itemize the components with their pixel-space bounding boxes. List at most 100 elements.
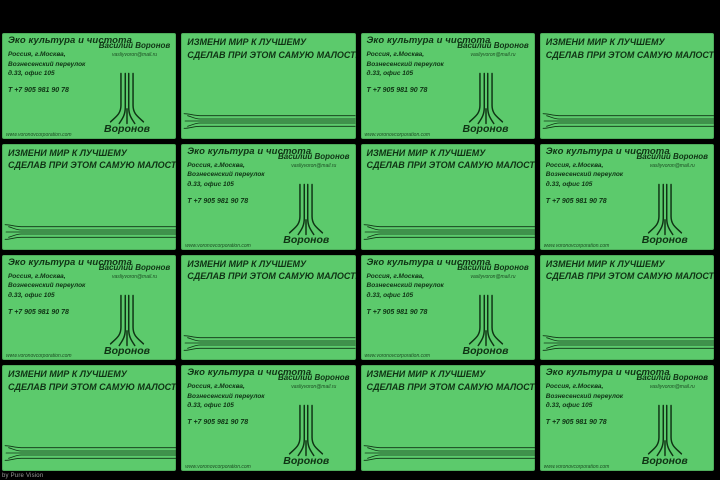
watermark: by Pure Vision — [2, 473, 44, 479]
address-line-2: Вознесенский переулок — [8, 282, 86, 289]
voronov-stripes-logo-icon — [363, 445, 535, 462]
logo-wordmark: Воронов — [104, 344, 150, 357]
address-line-3: д.33, офис 105 — [8, 70, 55, 77]
contact-block: Василий Воронов vasliyvoron@mail.ru — [99, 263, 171, 280]
voronov-stripes-logo-icon — [4, 445, 177, 462]
card-back: ИЗМЕНИ МИР К ЛУЧШЕМУ СДЕЛАВ ПРИ ЭТОМ САМ… — [360, 143, 535, 250]
contact-block: Василий Воронов vasliyvoron@mail.ru — [457, 263, 529, 280]
address-block: Россия, г.Москва, Вознесенский переулок … — [187, 382, 264, 411]
website-url: www.voronovcorporation.com — [543, 464, 610, 470]
website-url: www.voronovcorporation.com — [6, 353, 72, 360]
website-url: www.voronovcorporation.com — [6, 131, 72, 138]
address-line-3: д.33, офис 105 — [545, 180, 593, 188]
slogan-line-2: СДЕЛАВ ПРИ ЭТОМ САМУЮ МАЛОСТЬ — [187, 271, 356, 281]
address-line-2: Вознесенский переулок — [187, 171, 265, 179]
voronov-tree-logo-icon — [108, 294, 146, 347]
contact-email: vasliyvoron@mail.ru — [291, 162, 337, 169]
slogan-block: ИЗМЕНИ МИР К ЛУЧШЕМУ СДЕЛАВ ПРИ ЭТОМ САМ… — [546, 258, 714, 283]
voronov-stripes-logo-icon — [363, 223, 535, 240]
contact-block: Василий Воронов vasliyvoron@mail.ru — [636, 373, 708, 390]
address-line-2: Вознесенский переулок — [187, 392, 265, 400]
contact-block: Василий Воронов vasliyvoron@mail.ru — [278, 152, 350, 169]
contact-name: Василий Воронов — [457, 262, 529, 272]
slogan-line-1: ИЗМЕНИ МИР К ЛУЧШЕМУ — [187, 37, 307, 47]
address-line-3: д.33, офис 105 — [545, 402, 593, 410]
card-front: Эко культура и чистота Василий Воронов v… — [539, 365, 714, 471]
card-back: ИЗМЕНИ МИР К ЛУЧШЕМУ СДЕЛАВ ПРИ ЭТОМ САМ… — [360, 365, 535, 471]
phone-number: Т +7 905 981 90 78 — [366, 308, 428, 316]
slogan-line-1: ИЗМЕНИ МИР К ЛУЧШЕМУ — [366, 147, 486, 158]
voronov-stripes-logo-icon — [4, 223, 177, 240]
logo-wordmark: Воронов — [283, 455, 330, 468]
card-back: ИЗМЕНИ МИР К ЛУЧШЕМУ СДЕЛАВ ПРИ ЭТОМ САМ… — [2, 143, 177, 250]
slogan-line-1: ИЗМЕНИ МИР К ЛУЧШЕМУ — [366, 369, 486, 380]
slogan-line-1: ИЗМЕНИ МИР К ЛУЧШЕМУ — [187, 258, 307, 269]
voronov-stripes-logo-icon — [183, 334, 356, 351]
card-title: Эко культура и чистота — [8, 35, 132, 46]
contact-email: vasliyvoron@mail.ru — [111, 273, 158, 280]
phone-number: Т +7 905 981 90 78 — [545, 197, 607, 205]
contact-name: Василий Воронов — [98, 41, 171, 50]
card-title: Эко культура и чистота — [366, 256, 491, 268]
voronov-stripes-logo-icon — [183, 113, 356, 129]
voronov-tree-logo-icon — [467, 72, 505, 125]
card-back: ИЗМЕНИ МИР К ЛУЧШЕМУ СДЕЛАВ ПРИ ЭТОМ САМ… — [181, 254, 356, 361]
card-title: Эко культура и чистота — [187, 367, 312, 379]
contact-name: Василий Воронов — [457, 41, 529, 50]
slogan-block: ИЗМЕНИ МИР К ЛУЧШЕМУ СДЕЛАВ ПРИ ЭТОМ САМ… — [187, 36, 355, 61]
card-back: ИЗМЕНИ МИР К ЛУЧШЕМУ СДЕЛАВ ПРИ ЭТОМ САМ… — [181, 33, 356, 139]
address-block: Россия, г.Москва, Вознесенский переулок … — [8, 272, 85, 301]
card-back: ИЗМЕНИ МИР К ЛУЧШЕМУ СДЕЛАВ ПРИ ЭТОМ САМ… — [539, 254, 714, 361]
address-line-2: Вознесенский переулок — [545, 392, 624, 400]
card-front: Эко культура и чистота Василий Воронов v… — [539, 143, 714, 250]
card-title: Эко культура и чистота — [366, 35, 491, 46]
voronov-tree-logo-icon — [646, 404, 684, 457]
address-line-1: Россия, г.Москва, — [545, 161, 604, 169]
card-back: ИЗМЕНИ МИР К ЛУЧШЕМУ СДЕЛАВ ПРИ ЭТОМ САМ… — [539, 33, 714, 139]
slogan-block: ИЗМЕНИ МИР К ЛУЧШЕМУ СДЕЛАВ ПРИ ЭТОМ САМ… — [187, 258, 355, 283]
address-block: Россия, г.Москва, Вознесенский переулок … — [8, 50, 85, 79]
card-front: Эко культура и чистота Василий Воронов v… — [181, 143, 356, 250]
phone-number: Т +7 905 981 90 78 — [187, 197, 249, 205]
website-url: www.voronovcorporation.com — [543, 242, 610, 249]
address-line-3: д.33, офис 105 — [187, 180, 234, 188]
voronov-tree-logo-icon — [108, 72, 146, 125]
logo-wordmark: Воронов — [641, 233, 688, 246]
website-url: www.voronovcorporation.com — [364, 131, 431, 138]
slogan-block: ИЗМЕНИ МИР К ЛУЧШЕМУ СДЕЛАВ ПРИ ЭТОМ САМ… — [8, 147, 176, 172]
slogan-line-2: СДЕЛАВ ПРИ ЭТОМ САМУЮ МАЛОСТЬ — [545, 49, 714, 60]
website-url: www.voronovcorporation.com — [364, 353, 431, 360]
card-front: Эко культура и чистота Василий Воронов v… — [181, 365, 356, 471]
contact-name: Василий Воронов — [98, 262, 171, 272]
address-line-1: Россия, г.Москва, — [366, 272, 425, 280]
address-line-3: д.33, офис 105 — [187, 402, 234, 410]
slogan-line-2: СДЕЛАВ ПРИ ЭТОМ САМУЮ МАЛОСТЬ — [366, 381, 535, 392]
voronov-tree-logo-icon — [646, 183, 684, 236]
phone-number: Т +7 905 981 90 78 — [8, 308, 69, 316]
address-line-1: Россия, г.Москва, — [187, 161, 245, 169]
address-line-1: Россия, г.Москва, — [545, 383, 604, 391]
voronov-tree-logo-icon — [287, 404, 325, 457]
card-title: Эко культура и чистота — [545, 367, 670, 379]
address-line-2: Вознесенский переулок — [366, 60, 444, 68]
slogan-line-2: СДЕЛАВ ПРИ ЭТОМ САМУЮ МАЛОСТЬ — [187, 49, 356, 60]
address-line-3: д.33, офис 105 — [8, 291, 55, 299]
contact-email: vasliyvoron@mail.ru — [470, 52, 516, 58]
contact-email: vasliyvoron@mail.ru — [291, 384, 337, 391]
phone-number: Т +7 905 981 90 78 — [8, 87, 69, 94]
address-block: Россия, г.Москва, Вознесенский переулок … — [546, 161, 623, 190]
contact-email: vasliyvoron@mail.ru — [470, 273, 516, 280]
logo-wordmark: Воронов — [283, 233, 330, 246]
slogan-line-1: ИЗМЕНИ МИР К ЛУЧШЕМУ — [545, 37, 665, 47]
address-line-1: Россия, г.Москва, — [366, 51, 425, 58]
address-block: Россия, г.Москва, Вознесенский переулок … — [187, 161, 264, 190]
address-line-1: Россия, г.Москва, — [8, 51, 66, 58]
contact-name: Василий Воронов — [277, 151, 350, 161]
slogan-block: ИЗМЕНИ МИР К ЛУЧШЕМУ СДЕЛАВ ПРИ ЭТОМ САМ… — [367, 147, 535, 172]
voronov-tree-logo-icon — [467, 294, 505, 347]
contact-block: Василий Воронов vasliyvoron@mail.ru — [278, 373, 350, 390]
website-url: www.voronovcorporation.com — [185, 242, 251, 249]
phone-number: Т +7 905 981 90 78 — [545, 419, 607, 427]
contact-block: Василий Воронов vasliyvoron@mail.ru — [457, 41, 529, 58]
